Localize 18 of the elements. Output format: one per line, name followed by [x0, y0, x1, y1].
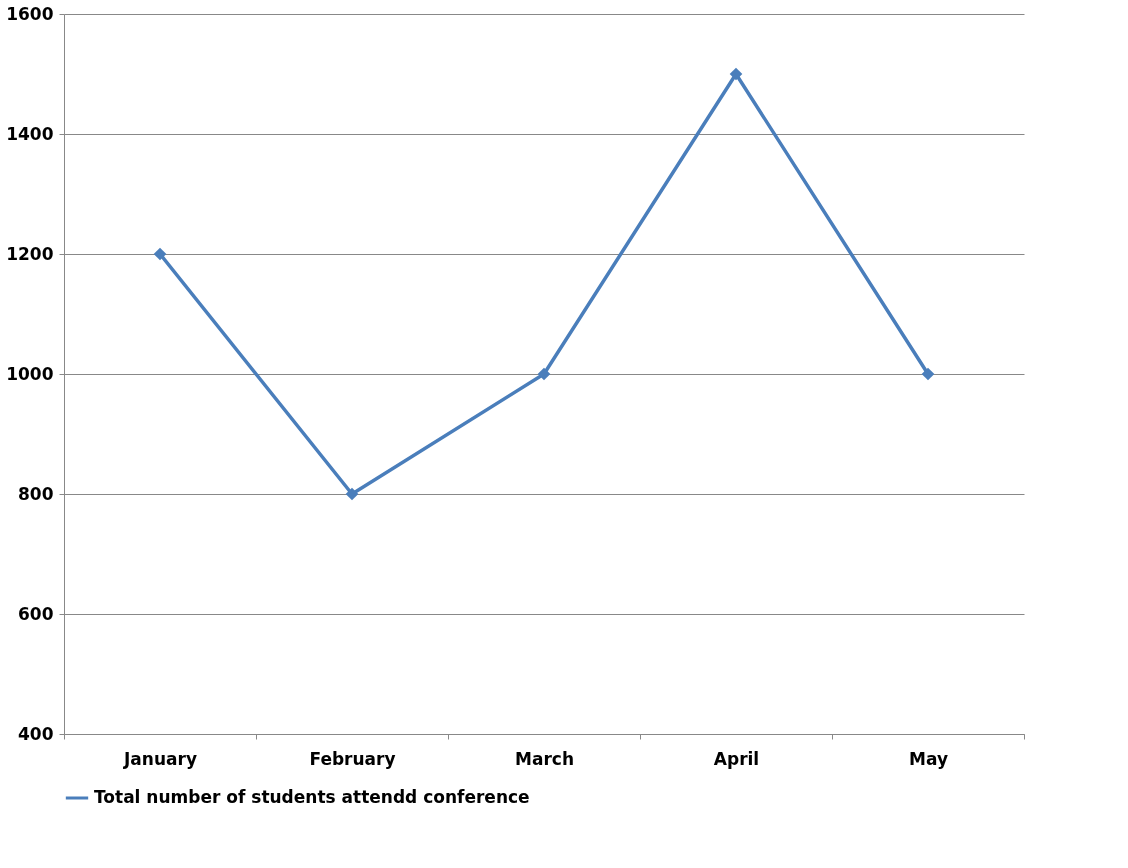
x-tick-label: March — [515, 748, 574, 769]
y-tick-label: 800 — [18, 483, 54, 504]
point — [921, 367, 935, 381]
y-tick-label: 1400 — [6, 123, 54, 144]
y-tick-label: 600 — [18, 603, 54, 624]
x-tick-label: February — [309, 748, 396, 769]
point — [729, 67, 743, 81]
x-tick-label: May — [909, 748, 948, 769]
y-tick-label: 1600 — [6, 3, 54, 24]
y-tick-label: 400 — [18, 723, 54, 744]
legend-label: Total number of students attendd conference — [94, 787, 530, 807]
x-tick-label: January — [123, 748, 197, 769]
point — [153, 247, 167, 261]
y-tick-label: 1000 — [6, 363, 54, 384]
point — [537, 367, 551, 381]
y-tick-label: 1200 — [6, 243, 54, 264]
point — [345, 487, 359, 501]
x-tick-label: April — [713, 748, 760, 769]
